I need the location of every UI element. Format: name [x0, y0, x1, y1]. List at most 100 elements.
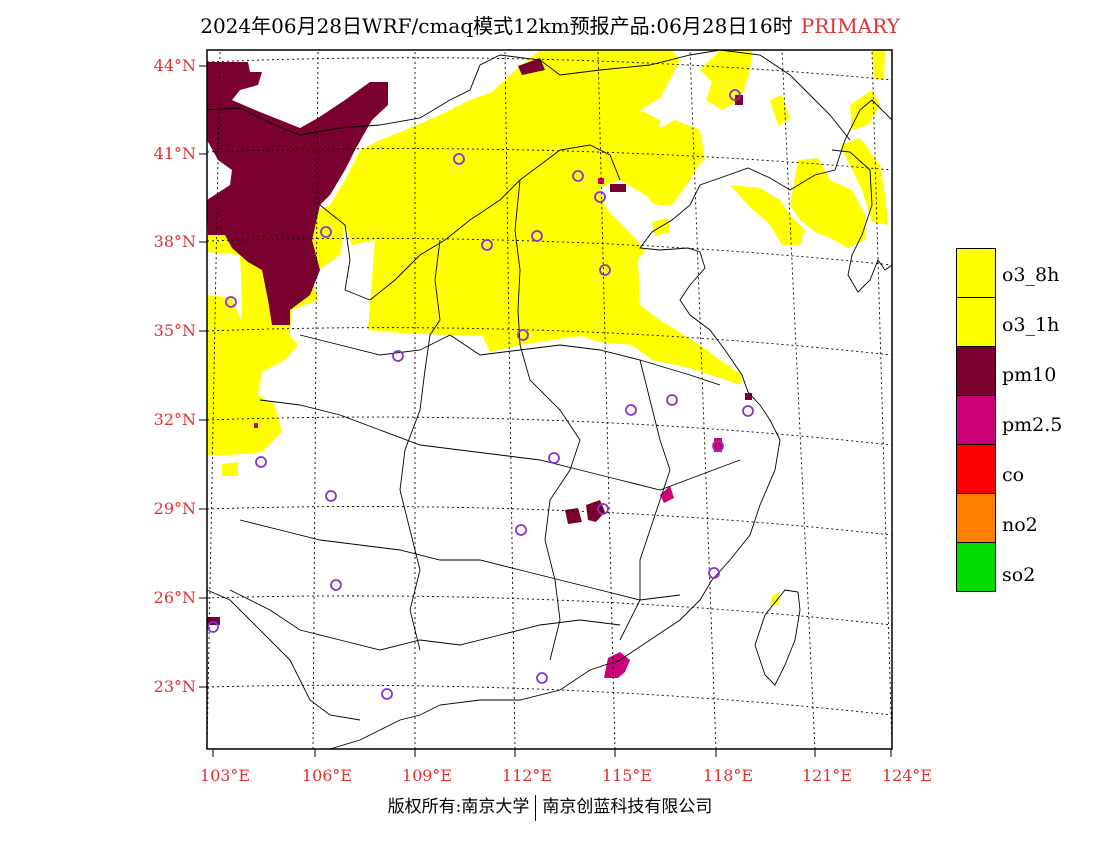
axis-ticks — [199, 65, 892, 757]
graticule-lon-103 — [207, 50, 221, 749]
korea-outline — [831, 149, 892, 293]
lon-label: 118°E — [702, 766, 754, 785]
lon-label: 112°E — [501, 766, 553, 785]
legend-label-pm25: pm2.5 — [1002, 414, 1063, 436]
footer-left: 版权所有:南京大学 — [387, 797, 530, 817]
pm25-region-sichuan — [254, 423, 258, 428]
graticule-lon-112 — [504, 50, 516, 749]
station-marker — [742, 405, 754, 417]
pm25-layer — [254, 178, 722, 678]
graticule-lon-115 — [597, 50, 616, 749]
footer-separator — [535, 794, 537, 821]
station-marker — [599, 264, 611, 276]
o3-region-west — [207, 295, 298, 455]
legend-label-so2: so2 — [1002, 564, 1036, 586]
legend-swatch-pm10 — [956, 346, 996, 396]
lat-label: 32°N — [153, 410, 196, 429]
pm25-region-bj — [598, 178, 604, 184]
o3-region-liaodong — [658, 135, 702, 205]
station-marker — [225, 296, 237, 308]
station-marker — [712, 440, 724, 452]
graticule-lon-124 — [871, 50, 892, 749]
province-lines-9 — [514, 179, 521, 346]
station-marker — [729, 89, 741, 101]
legend-label-pm10: pm10 — [1002, 364, 1057, 386]
taiwan-outline — [754, 589, 801, 686]
lon-label: 115°E — [601, 766, 653, 785]
legend-swatch-pm25 — [956, 395, 996, 445]
footer-right: 南京创蓝科技有限公司 — [542, 797, 713, 817]
lat-label: 44°N — [153, 56, 196, 75]
title-main: 2024年06月28日WRF/cmaq模式12km预报产品:06月28日16时 — [200, 14, 793, 38]
station-marker — [666, 394, 678, 406]
station-marker — [597, 503, 609, 515]
stations — [207, 89, 754, 700]
station-marker — [594, 191, 606, 203]
o3-region-bohai-band — [730, 185, 805, 245]
legend — [956, 248, 996, 592]
station-marker — [548, 452, 560, 464]
legend-label-co: co — [1002, 464, 1025, 486]
station-marker — [708, 567, 720, 579]
page-title: 2024年06月28日WRF/cmaq模式12km预报产品:06月28日16时 P… — [0, 10, 1100, 39]
o3-region-sichuan — [222, 462, 238, 476]
pm10-region-inner-mongolia — [518, 58, 545, 75]
station-marker — [330, 579, 342, 591]
station-marker — [481, 239, 493, 251]
lon-label: 103°E — [199, 766, 251, 785]
o3-region-taiwan — [770, 592, 780, 606]
station-marker — [515, 524, 527, 536]
station-marker — [207, 621, 219, 633]
station-marker — [320, 226, 332, 238]
station-marker — [531, 230, 543, 242]
lat-label: 38°N — [153, 232, 196, 251]
pm10-region-dongbei — [735, 95, 743, 105]
national-border-north — [207, 50, 851, 141]
province-lines-1 — [319, 144, 621, 301]
graticule-lon-118 — [689, 50, 717, 749]
lon-label: 106°E — [301, 766, 353, 785]
province-lines-11 — [207, 589, 361, 721]
copyright-footer: 版权所有:南京大学 南京创蓝科技有限公司 — [0, 792, 1100, 821]
boundaries — [207, 50, 892, 749]
map-frame — [206, 49, 893, 750]
pm10-region-hebei — [610, 184, 626, 192]
o3-region-korea — [790, 158, 865, 248]
station-marker — [255, 456, 267, 468]
lon-label: 124°E — [881, 766, 933, 785]
lon-label: 121°E — [801, 766, 853, 785]
o3-region-far-ne — [872, 50, 885, 80]
map-content — [207, 50, 892, 749]
province-lines-8 — [619, 359, 671, 641]
legend-swatch-no2 — [956, 493, 996, 543]
lat-label: 41°N — [153, 144, 196, 163]
pm10-region-hunan — [565, 508, 582, 524]
pm25-region-guangdong — [604, 652, 630, 678]
lat-label: 29°N — [153, 499, 196, 518]
station-marker — [392, 350, 404, 362]
province-lines-3 — [259, 399, 741, 491]
legend-label-no2: no2 — [1002, 514, 1038, 536]
station-marker — [625, 404, 637, 416]
station-marker — [453, 153, 465, 165]
province-lines-2 — [299, 334, 721, 386]
coastline — [329, 99, 892, 749]
station-marker — [381, 688, 393, 700]
legend-swatch-co — [956, 444, 996, 494]
station-marker — [517, 329, 529, 341]
lon-label: 109°E — [401, 766, 453, 785]
lat-label: 26°N — [153, 588, 196, 607]
graticule-lon-121 — [781, 50, 816, 749]
legend-swatch-o3-8h — [956, 248, 996, 298]
station-marker — [572, 170, 584, 182]
lat-label: 35°N — [153, 321, 196, 340]
pm10-region-jiangsu — [745, 393, 752, 400]
legend-swatch-so2 — [956, 542, 996, 592]
title-tag: PRIMARY — [800, 14, 900, 38]
station-marker — [536, 672, 548, 684]
province-lines-4 — [239, 519, 681, 601]
legend-swatch-o3-1h — [956, 297, 996, 347]
province-lines-10 — [429, 239, 441, 336]
province-lines-5 — [229, 589, 621, 651]
